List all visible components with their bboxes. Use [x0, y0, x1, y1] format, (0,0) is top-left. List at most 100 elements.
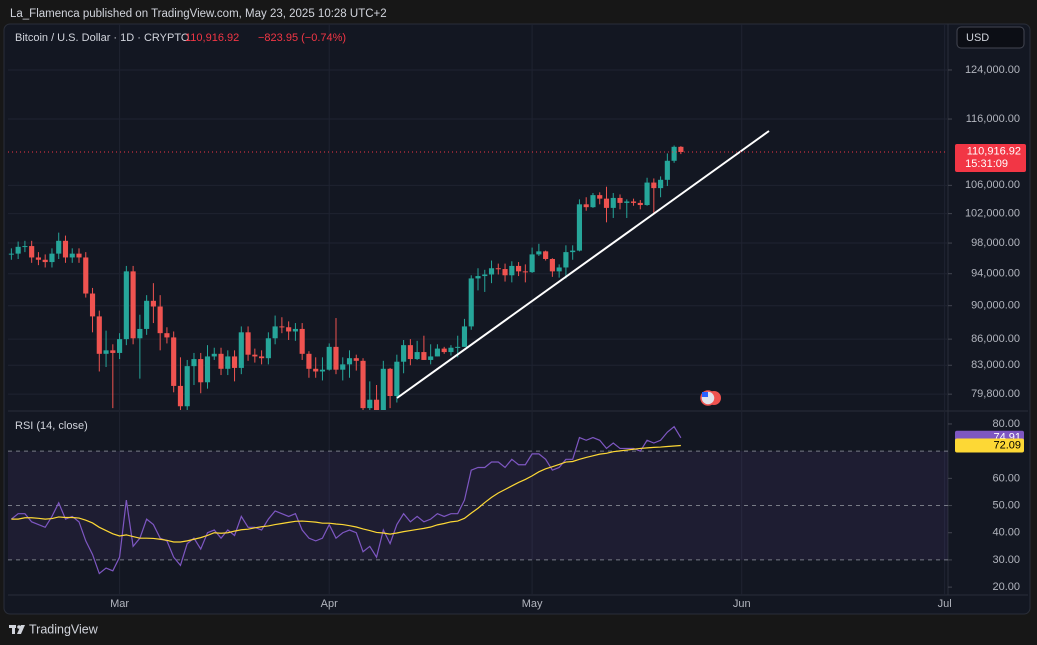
candle-body: [211, 353, 217, 357]
candle-body: [475, 276, 481, 279]
candle-body: [218, 353, 224, 369]
x-tick-label: Jun: [733, 598, 751, 610]
candle-body: [89, 293, 96, 317]
event-icon-canton: [702, 392, 708, 397]
candle-body: [245, 332, 251, 355]
candle-body: [184, 366, 190, 407]
candle-body: [333, 346, 339, 370]
y-tick-label: 30.00: [992, 554, 1020, 566]
candle-body: [346, 358, 353, 365]
rsi-line: [11, 444, 681, 543]
candle-body: [488, 268, 495, 275]
candle-body: [644, 182, 650, 206]
candle-body: [286, 327, 292, 332]
candle-body: [522, 271, 528, 273]
candle-body: [171, 337, 177, 386]
candle-body: [373, 399, 380, 410]
candle-body: [137, 328, 143, 339]
rsi-line: [11, 425, 682, 575]
candle-body: [157, 306, 163, 334]
candle-body: [252, 354, 258, 357]
price-pane: [8, 145, 684, 410]
x-tick-label: Mar: [110, 598, 129, 610]
candle-body: [597, 195, 603, 199]
candle-body: [630, 201, 637, 203]
logo-slash: [17, 625, 25, 634]
candle-body: [340, 364, 346, 370]
candle-body: [326, 346, 332, 370]
candle-body: [306, 353, 312, 369]
candle-body: [62, 240, 69, 258]
symbol-change: −823.95 (−0.74%): [258, 32, 346, 44]
last-price-box: [955, 143, 1026, 172]
y-tick-label: 124,000.00: [965, 64, 1020, 76]
currency-button[interactable]: USD: [956, 26, 1025, 49]
candle-body: [198, 359, 204, 383]
y-tick-label: 102,000.00: [965, 208, 1020, 220]
candle-body: [56, 240, 62, 254]
candle-body: [394, 361, 400, 397]
candle-body: [103, 350, 109, 354]
candle-body: [448, 347, 454, 353]
logo-stem: [12, 625, 15, 634]
candle-body: [549, 258, 555, 272]
candle-body: [8, 253, 14, 255]
candle-body: [292, 328, 298, 332]
candle-body: [651, 182, 657, 189]
candle-body: [624, 201, 630, 203]
currency-button-label[interactable]: USD: [966, 32, 989, 44]
candle-body: [664, 160, 670, 180]
footer-logo: [9, 625, 25, 634]
candle-body: [570, 250, 576, 253]
y-tick-label: 20.00: [992, 581, 1020, 593]
candle-body: [387, 368, 393, 397]
candle-body: [76, 253, 82, 258]
candle-body: [123, 271, 129, 340]
y-tick-label: 83,000.00: [971, 359, 1020, 371]
candle-body: [353, 358, 359, 361]
candle-body: [22, 246, 28, 248]
candle-body: [144, 300, 150, 329]
candle-body: [299, 328, 305, 354]
candle-body: [225, 356, 231, 369]
candle-body: [610, 197, 616, 208]
candle-body: [367, 399, 373, 409]
candle-body: [130, 271, 136, 339]
symbol-name: Bitcoin / U.S. Dollar · 1D · CRYPTO: [15, 32, 190, 44]
candle-body: [543, 251, 549, 259]
candle-body: [421, 352, 427, 360]
candle-body: [177, 385, 184, 407]
y-tick-label: 94,000.00: [971, 268, 1020, 280]
candle-body: [380, 368, 386, 410]
rsi-pane: [8, 425, 948, 575]
y-tick-label: 98,000.00: [971, 237, 1020, 249]
candle-body: [265, 338, 271, 359]
candle-body: [360, 360, 366, 409]
candle-body: [536, 251, 542, 255]
candle-body: [583, 204, 589, 208]
candle-body: [658, 179, 664, 189]
rsi-title: RSI (14, close): [15, 420, 88, 432]
candle-body: [563, 252, 569, 268]
y-tick-label: 40.00: [992, 527, 1020, 539]
event-icon: [700, 390, 721, 406]
candle-body: [191, 359, 197, 367]
trend-line: [396, 130, 770, 399]
candle-body: [272, 326, 278, 339]
candle-body: [29, 246, 35, 258]
candle-body: [637, 202, 643, 206]
candle-body: [407, 345, 413, 360]
y-tick-label: 90,000.00: [971, 300, 1020, 312]
candle-body: [482, 274, 488, 277]
candle-body: [49, 253, 55, 263]
currency-button-frame[interactable]: [956, 26, 1025, 49]
candle-body: [671, 146, 677, 161]
footer-brand: TradingView: [29, 622, 99, 636]
candle-body: [117, 339, 123, 353]
candle-body: [164, 333, 170, 338]
y-tick-label: 106,000.00: [965, 179, 1020, 191]
symbol-price: 110,916.92: [185, 32, 239, 44]
candle-body: [279, 326, 285, 328]
last-price-label: 110,916.92: [967, 145, 1021, 157]
